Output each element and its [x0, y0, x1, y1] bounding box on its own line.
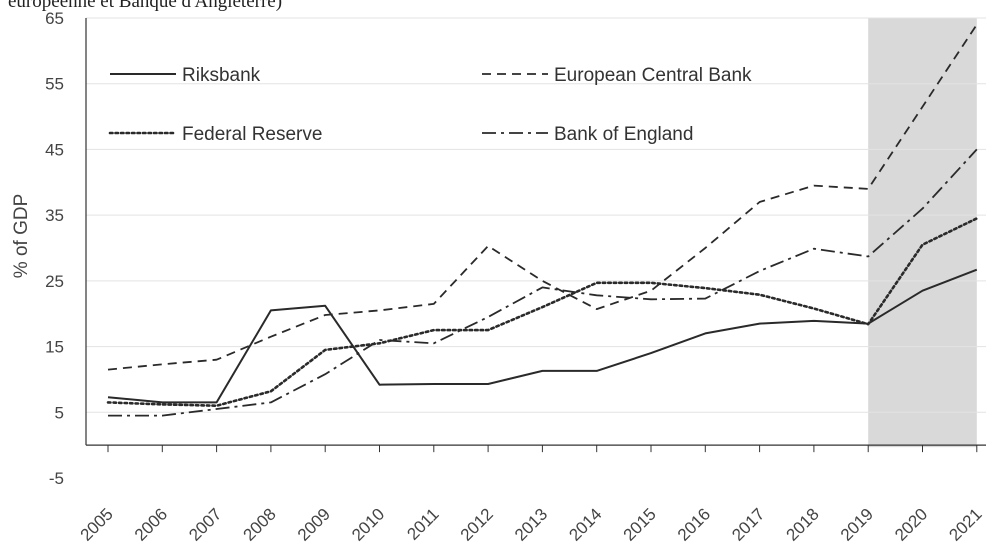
y-tick-label: 45: [45, 140, 64, 159]
x-tick-label: 2013: [511, 505, 551, 545]
y-tick-label: -5: [49, 469, 64, 488]
y-axis-label: % of GDP: [11, 194, 32, 278]
x-tick-label: 2019: [837, 505, 877, 545]
legend-label: Federal Reserve: [182, 124, 322, 145]
y-tick-label: 5: [55, 403, 64, 422]
x-tick-label: 2018: [783, 505, 823, 545]
x-tick-label: 2015: [620, 505, 660, 545]
x-tick-label: 2007: [185, 505, 225, 545]
legend-label: Bank of England: [554, 124, 693, 145]
x-tick-label: 2010: [348, 505, 388, 545]
series-line-european-central-bank: [107, 24, 978, 371]
y-tick-label: 55: [45, 75, 64, 94]
x-tick-label: 2020: [891, 505, 931, 545]
x-tick-label: 2017: [728, 505, 768, 545]
series-line-federal-reserve: [106, 217, 979, 408]
gridlines: 65 55 45 35 25 15 5 -5: [45, 9, 986, 488]
x-tick-label: 2014: [565, 505, 605, 545]
x-tick-label: 2011: [403, 505, 442, 544]
x-tick-label: 2008: [240, 505, 280, 545]
legend-label: European Central Bank: [554, 65, 752, 86]
chart-caption: européenne et Banque d'Angleterre): [8, 0, 283, 12]
forecast-shade: [868, 18, 977, 448]
series-lines: [106, 24, 979, 417]
y-tick-label: 65: [45, 9, 64, 28]
x-tick-label: 2006: [131, 505, 171, 545]
x-tick-label: 2021: [945, 505, 985, 545]
series-line-bank-of-england: [108, 148, 978, 417]
shaded-forecast-region: [868, 18, 977, 448]
legend-label: Riksbank: [182, 65, 261, 86]
y-tick-label: 25: [45, 272, 64, 291]
x-tick-label: 2005: [77, 505, 117, 545]
axes: 2005 2006 2007 2008 2009 2010 2011 2012 2013 2014…: [77, 18, 986, 545]
legend: Riksbank European Central Bank Federal Res…: [108, 65, 752, 145]
series-line-riksbank: [107, 268, 978, 404]
y-tick-label: 35: [45, 206, 64, 225]
x-tick-label: 2016: [674, 505, 714, 545]
x-tick-label: 2009: [294, 505, 334, 545]
y-tick-label: 15: [45, 338, 64, 357]
x-tick-label: 2012: [457, 505, 497, 545]
